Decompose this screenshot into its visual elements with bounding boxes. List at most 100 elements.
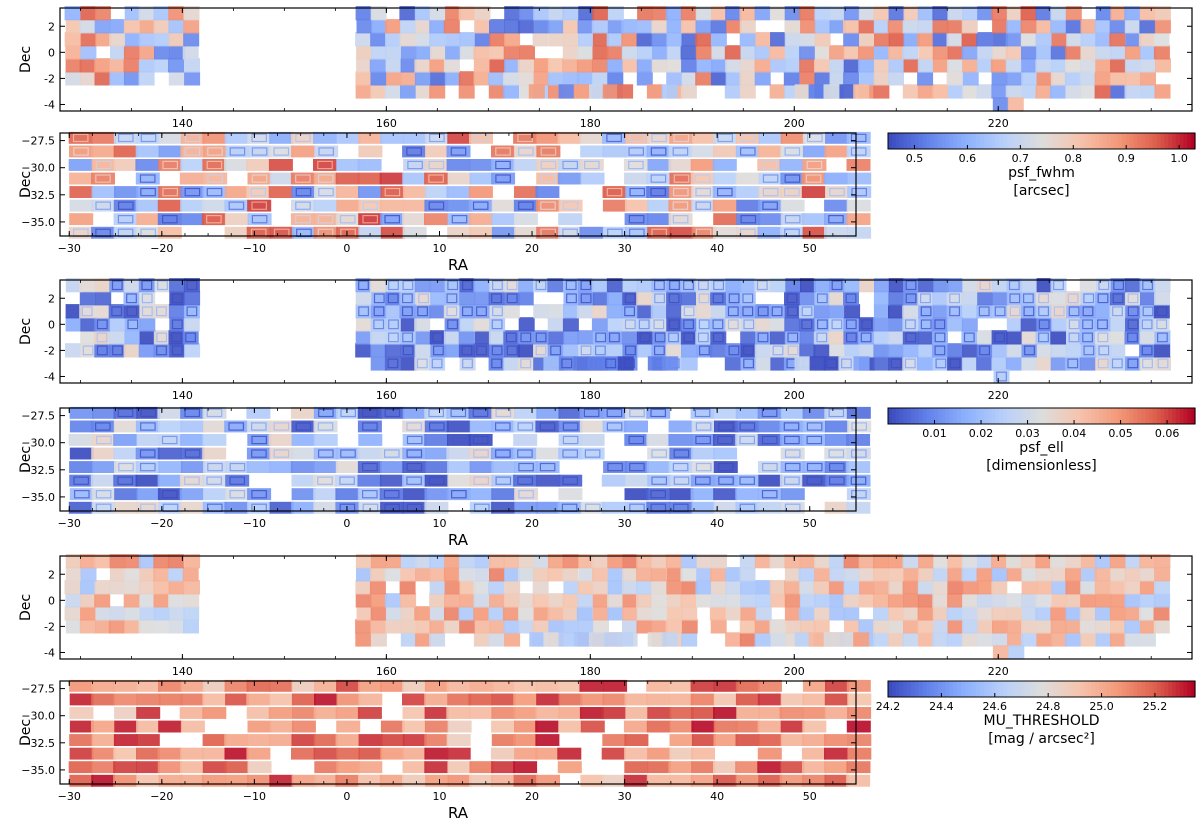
map-tile <box>991 580 1008 595</box>
map-tile <box>802 707 827 719</box>
map-tile-ring <box>127 319 139 330</box>
map-tile <box>624 693 649 706</box>
map-tile <box>91 434 116 446</box>
colorbar-segment <box>1060 681 1066 697</box>
y-tick-label: −27.5 <box>21 683 55 696</box>
map-tile <box>336 720 361 733</box>
map-tile <box>695 304 712 319</box>
map-tile <box>135 501 160 514</box>
map-tile <box>622 278 639 293</box>
map-tile <box>798 317 815 332</box>
map-tile <box>622 317 639 332</box>
map-tile <box>558 707 583 719</box>
map-tile-ring <box>384 449 400 458</box>
map-tile <box>447 461 472 473</box>
colorbar-segment <box>934 133 939 149</box>
map-tile-ring <box>806 422 823 431</box>
map-tile <box>607 58 624 73</box>
map-tile-ring <box>476 345 487 356</box>
map-tile <box>1140 304 1156 319</box>
map-tile-ring <box>606 133 622 143</box>
colorbar-segment <box>1179 681 1185 697</box>
map-tile <box>424 434 449 446</box>
map-tile <box>94 330 110 345</box>
map-tile <box>535 747 560 760</box>
map-tile <box>844 304 861 319</box>
map-tile <box>932 19 949 34</box>
map-tile <box>91 226 116 239</box>
map-tile <box>183 6 200 21</box>
map-tile-ring <box>387 293 399 304</box>
map-tile <box>1079 356 1096 371</box>
map-tile <box>710 19 727 34</box>
map-tile <box>114 461 138 473</box>
map-tile <box>124 71 140 86</box>
map-tile <box>580 447 605 460</box>
map-tile <box>779 420 804 433</box>
map-tile <box>757 747 782 760</box>
map-tile <box>489 58 506 73</box>
colorbar-segment <box>934 681 939 697</box>
map-tile-ring <box>117 201 134 210</box>
map-tile <box>592 45 609 60</box>
colorbar-segment <box>1091 408 1096 424</box>
map-tile-ring <box>594 345 606 356</box>
map-tile <box>711 58 728 73</box>
map-tile <box>690 474 715 487</box>
map-tile <box>444 606 460 621</box>
map-tile <box>1154 593 1171 608</box>
map-tile <box>458 343 475 358</box>
map-tile <box>580 145 605 158</box>
map-tile <box>917 580 934 595</box>
map-tile <box>665 554 682 569</box>
colorbar-segment <box>1152 133 1158 149</box>
map-tile-ring <box>95 160 112 170</box>
map-tile <box>917 71 934 86</box>
map-tile <box>580 434 605 446</box>
map-tile <box>547 19 564 34</box>
map-tile-ring <box>934 332 946 343</box>
map-tile-ring <box>1038 332 1049 343</box>
map-tile <box>180 131 205 144</box>
map-tile-ring <box>806 462 823 472</box>
map-tile <box>1139 606 1156 621</box>
map-tile <box>93 554 110 569</box>
map-tile <box>652 6 669 21</box>
map-tile <box>784 606 801 621</box>
map-tile <box>109 71 126 86</box>
map-tile <box>424 213 448 226</box>
colorbar-segment <box>1037 408 1043 424</box>
map-tile <box>400 84 416 99</box>
map-tile <box>168 580 185 595</box>
map-tile <box>739 554 756 569</box>
map-tile <box>153 606 170 621</box>
map-tile <box>843 6 860 21</box>
map-tile-ring <box>1097 332 1109 343</box>
map-tile <box>991 356 1008 371</box>
map-tile <box>961 567 978 582</box>
map-tile <box>710 619 727 634</box>
map-tile <box>268 679 293 692</box>
map-tile <box>533 58 550 73</box>
map-tile-ring <box>72 133 89 143</box>
map-tile <box>1050 343 1067 358</box>
map-tile <box>1139 356 1156 371</box>
colorbar-segment <box>983 408 989 424</box>
map-tile <box>917 291 934 306</box>
map-tile <box>1110 317 1127 332</box>
map-tile <box>650 580 667 595</box>
map-tile <box>1154 554 1171 569</box>
map-tile-ring <box>273 422 290 431</box>
map-tile <box>357 406 382 419</box>
map-tile-ring <box>1083 345 1095 356</box>
colorbar-segment <box>957 681 962 697</box>
map-tile <box>592 593 609 608</box>
map-tile-ring <box>580 293 592 304</box>
map-tile <box>1021 343 1038 358</box>
map-tile <box>169 45 186 60</box>
map-tile <box>725 58 742 73</box>
map-tile <box>224 761 249 774</box>
map-tile <box>917 58 934 73</box>
colorbar-segment <box>1156 681 1162 697</box>
map-tile-ring <box>650 174 667 183</box>
